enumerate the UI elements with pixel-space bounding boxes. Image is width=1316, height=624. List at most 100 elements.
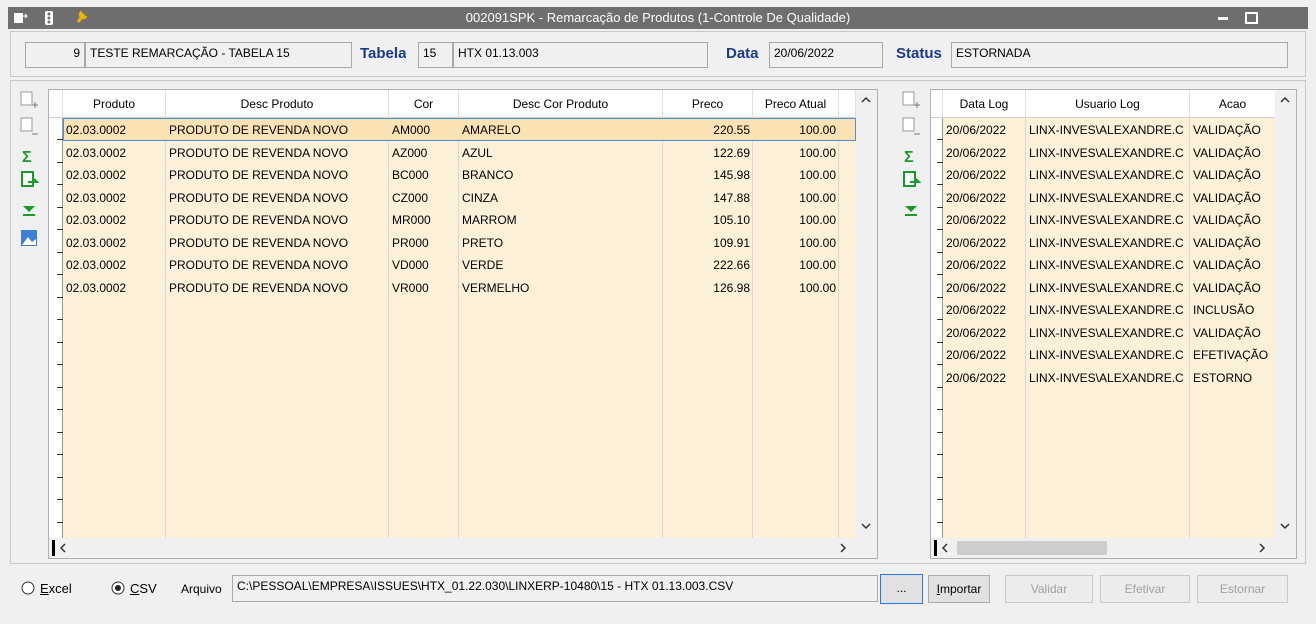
grid-cell: PRODUTO DE REVENDA NOVO [169,123,349,137]
indicator-tick [57,409,63,410]
row-indicator-column [49,118,63,538]
column-header[interactable]: Preco [663,90,753,118]
svg-text:Σ: Σ [904,149,914,166]
column-separator [838,118,839,538]
grid-cell: 20/06/2022 [946,190,1007,205]
estornar-button[interactable]: Estornar [1197,575,1288,603]
grid-cell: LINX-INVES\ALEXANDRE.C [1029,190,1184,205]
log-grid[interactable]: Data Log Usuario Log Acao 20/06/2022 LINX-IN… [930,89,1297,559]
column-separator [1189,118,1190,538]
indicator-tick [57,319,63,320]
grid-cell: MARROM [462,213,517,227]
column-header[interactable]: Usuario Log [1026,90,1190,118]
tabela-name-field[interactable]: HTX 01.13.003 [453,42,708,68]
excel-label[interactable]: Excel [40,581,72,596]
code-field[interactable]: 9 [25,42,85,68]
column-header[interactable]: Cor [389,90,459,118]
grid-cell: ESTORNO [1193,370,1253,385]
grid-cell: LINX-INVES\ALEXANDRE.C [1029,145,1184,160]
status-field[interactable]: ESTORNADA [951,42,1288,68]
grid-cell: AMARELO [462,123,521,137]
indicator-tick [57,139,63,140]
browse-button[interactable]: ... [880,574,923,604]
indicator-tick [57,499,63,500]
description-field[interactable]: TESTE REMARCAÇÃO - TABELA 15 [85,42,352,68]
grid-cell: VALIDAÇÃO [1193,213,1261,227]
grid-cell: PRODUTO DE REVENDA NOVO [169,258,349,272]
grid-cell: 100.00 [799,258,836,272]
vertical-scrollbar[interactable] [856,90,877,538]
indicator-tick [57,454,63,455]
radio-csv[interactable] [110,580,126,596]
grid-cell: VALIDAÇÃO [1193,258,1261,272]
grid-cell: 100.00 [799,190,836,205]
vertical-scrollbar[interactable] [1275,90,1296,538]
indicator-tick [57,521,63,523]
header-panel [10,31,1306,77]
horizontal-scrollbar[interactable] [931,538,1296,558]
indicator-tick [57,296,63,298]
column-header[interactable]: Produto [63,90,166,118]
grid-cell: PRODUTO DE REVENDA NOVO [169,235,349,250]
grid-cell: LINX-INVES\ALEXANDRE.C [1029,213,1184,227]
validar-button[interactable]: Validar [1005,575,1093,603]
grid-cell: 20/06/2022 [946,303,1007,317]
grid-cell: VR000 [392,280,429,295]
grid-cell: VALIDAÇÃO [1193,280,1261,295]
selected-row [63,118,856,141]
importar-button[interactable]: Importar [928,575,990,603]
arquivo-label: Arquivo [181,582,222,596]
indicator-tick [937,409,943,410]
row-indicator-header [931,90,943,118]
grid-cell: 220.55 [713,123,750,137]
grid-cell: AZUL [462,145,493,160]
indicator-tick [937,206,943,208]
indicator-tick [937,521,943,523]
grid-cell: 02.03.0002 [66,123,127,137]
indicator-tick [57,364,63,365]
indicator-tick [937,161,943,163]
horizontal-scrollbar[interactable] [49,538,877,558]
radio-excel[interactable] [20,580,36,596]
grid-cell: 122.69 [713,145,750,160]
grid-cell: 20/06/2022 [946,168,1007,182]
grid-cell: VD000 [392,258,429,272]
efetivar-button[interactable]: Efetivar [1100,575,1190,603]
indicator-tick [57,386,63,388]
indicator-tick [937,341,943,343]
grid-cell: 20/06/2022 [946,213,1007,227]
column-header[interactable]: Preco Atual [753,90,839,118]
products-grid[interactable]: Produto Desc Produto Cor Desc Cor Produto Pr… [48,89,878,559]
right-toolbar[interactable]: Σ [900,90,926,220]
indicator-tick [937,296,943,298]
indicator-tick [57,184,63,185]
grid-cell: BC000 [392,168,429,182]
grid-cell: 105.10 [713,213,750,227]
column-header[interactable]: Data Log [943,90,1026,118]
left-toolbar[interactable]: Σ [18,90,44,255]
window-controls[interactable] [1214,11,1264,25]
grid-cell: 100.00 [799,168,836,182]
grid-cell: 20/06/2022 [946,145,1007,160]
indicator-tick [937,319,943,320]
window-title: 002091SPK - Remarcação de Produtos (1-Co… [465,10,851,25]
grid-cell: VALIDAÇÃO [1193,145,1261,160]
grid-cell: LINX-INVES\ALEXANDRE.C [1029,123,1184,137]
grid-cell: PRODUTO DE REVENDA NOVO [169,145,349,160]
column-header[interactable]: Acao [1190,90,1276,118]
indicator-tick [57,274,63,275]
grid-cell: BRANCO [462,168,514,182]
arquivo-field[interactable]: C:\PESSOAL\EMPRESA\ISSUES\HTX_01.22.030\… [232,575,878,602]
indicator-tick [937,386,943,388]
tabela-code-field[interactable]: 15 [418,42,453,68]
column-header[interactable]: Desc Cor Produto [459,90,663,118]
grid-cell: LINX-INVES\ALEXANDRE.C [1029,348,1184,362]
data-field[interactable]: 20/06/2022 [769,42,883,68]
grid-cell: LINX-INVES\ALEXANDRE.C [1029,325,1184,340]
grid-cell: VALIDAÇÃO [1193,123,1261,137]
column-header[interactable]: Desc Produto [166,90,389,118]
csv-label[interactable]: CSV [130,581,157,596]
grid-cell: EFETIVAÇÃO [1193,348,1269,362]
grid-cell: LINX-INVES\ALEXANDRE.C [1029,168,1184,182]
grid-cell: 100.00 [799,123,836,137]
